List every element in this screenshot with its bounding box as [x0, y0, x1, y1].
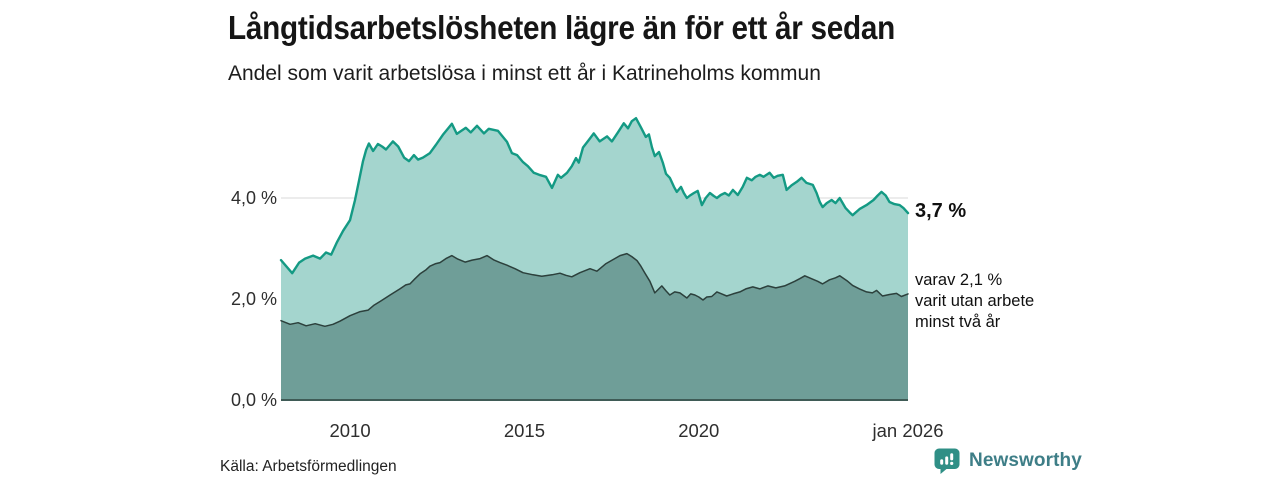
subset-label-line: varit utan arbete	[915, 292, 1035, 310]
newsworthy-brand-link[interactable]: Newsworthy	[933, 447, 1082, 475]
series-subset-end-label: varav 2,1 % varit utan arbete minst två …	[915, 270, 1034, 333]
chart-subtitle: Andel som varit arbetslösa i minst ett å…	[228, 62, 821, 85]
series-line-1	[280, 252, 909, 328]
subset-label-line: varav 2,1 %	[915, 271, 1003, 289]
subset-label-line: minst två år	[915, 313, 1001, 331]
series-line-0	[279, 117, 910, 275]
newsworthy-chart-bubble-icon	[933, 447, 961, 475]
newsworthy-brand-name: Newsworthy	[969, 450, 1082, 471]
series-total-end-label: 3,7 %	[915, 200, 967, 222]
chart-title: Långtidsarbetslösheten lägre än för ett …	[228, 9, 896, 46]
source-attribution: Källa: Arbetsförmedlingen	[220, 458, 397, 475]
series-area-1	[281, 253, 908, 400]
